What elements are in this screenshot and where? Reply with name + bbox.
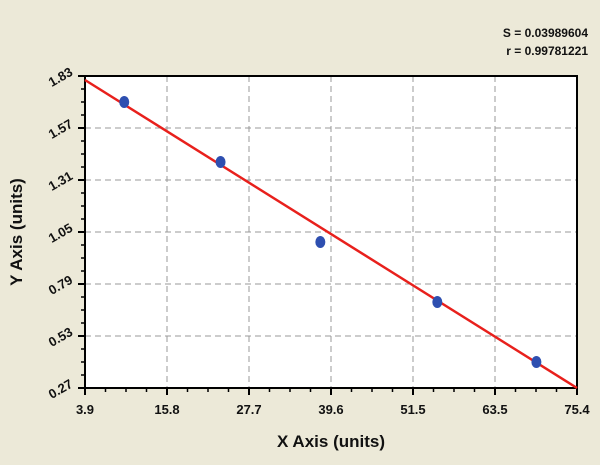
y-tick-label: 1.31 <box>46 168 75 194</box>
x-tick-label: 51.5 <box>400 402 425 417</box>
y-tick-label: 1.57 <box>46 116 75 142</box>
y-axis-label: Y Axis (units) <box>7 178 26 286</box>
data-point <box>119 96 130 108</box>
y-tick-label: 1.83 <box>46 64 75 90</box>
plot-border <box>84 75 578 389</box>
data-point <box>315 236 326 248</box>
data-point <box>531 356 542 368</box>
y-tick-label: 0.27 <box>46 376 75 402</box>
x-tick-label: 27.7 <box>236 402 261 417</box>
y-tick-label: 1.05 <box>46 220 75 246</box>
data-point <box>432 296 443 308</box>
stat-s: S = 0.03989604 <box>502 26 588 40</box>
x-tick-label: 75.4 <box>564 402 590 417</box>
y-tick-label: 0.79 <box>46 272 75 298</box>
x-axis-label: X Axis (units) <box>277 432 385 451</box>
data-point <box>215 156 226 168</box>
x-tick-label: 3.9 <box>76 402 94 417</box>
x-tick-label: 63.5 <box>482 402 507 417</box>
stat-r: r = 0.99781221 <box>506 44 588 58</box>
y-tick-label: 0.53 <box>46 324 75 350</box>
x-tick-label: 15.8 <box>154 402 179 417</box>
fit-line <box>84 78 578 390</box>
x-tick-label: 39.6 <box>318 402 343 417</box>
